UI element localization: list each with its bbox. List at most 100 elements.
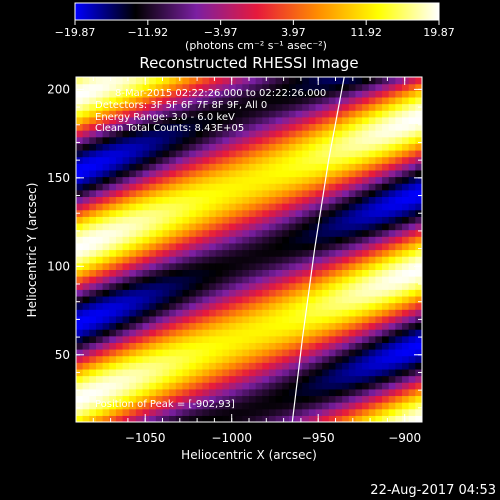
heatmap-cell [395, 156, 403, 164]
heatmap-cell [415, 355, 422, 363]
heatmap-cell [189, 269, 197, 277]
heatmap-cell [315, 408, 323, 416]
heatmap-cell [209, 196, 217, 204]
heatmap-cell [89, 176, 97, 184]
heatmap-cell [182, 282, 190, 290]
heatmap-cell [408, 249, 416, 257]
heatmap-cell [115, 189, 124, 198]
heatmap-cell [162, 130, 170, 138]
heatmap-cell [262, 249, 270, 257]
heatmap-cell [202, 302, 210, 310]
heatmap-cell [308, 249, 317, 257]
heatmap-cell [215, 395, 223, 403]
heatmap-cell [95, 116, 104, 125]
heatmap-cell [375, 189, 383, 198]
heatmap-cell [395, 83, 403, 91]
heatmap-cell [402, 349, 410, 357]
heatmap-cell [189, 382, 197, 390]
heatmap-cell [89, 136, 97, 144]
heatmap-cell [115, 335, 124, 343]
heatmap-cell [235, 83, 243, 91]
heatmap-cell [295, 136, 303, 144]
heatmap-cell [229, 130, 237, 138]
heatmap-cell [288, 156, 297, 164]
heatmap-cell [402, 249, 410, 257]
heatmap-cell [242, 236, 250, 244]
heatmap-cell [275, 136, 283, 144]
heatmap-cell [195, 209, 204, 217]
heatmap-cell [229, 209, 237, 217]
heatmap-cell [122, 322, 130, 330]
heatmap-cell [395, 136, 403, 144]
heatmap-cell [82, 90, 90, 98]
heatmap-cell [222, 276, 230, 284]
heatmap-cell [315, 269, 323, 277]
heatmap-cell [189, 282, 197, 290]
heatmap-cell [175, 209, 184, 217]
heatmap-cell [89, 236, 97, 244]
heatmap-cell [315, 402, 323, 410]
heatmap-cell [322, 242, 330, 251]
heatmap-cell [235, 295, 243, 304]
heatmap-cell [328, 229, 337, 237]
heatmap-cell [89, 116, 97, 125]
heatmap-cell [109, 362, 117, 370]
heatmap-cell [82, 262, 90, 270]
heatmap-cell [335, 163, 343, 171]
heatmap-cell [102, 156, 110, 164]
heatmap-cell [395, 322, 403, 330]
heatmap-cell [162, 402, 170, 410]
heatmap-cell [262, 183, 270, 191]
heatmap-cell [89, 183, 97, 191]
heatmap-cell [262, 149, 270, 158]
heatmap-cell [229, 402, 237, 410]
heatmap-cell [189, 136, 197, 144]
heatmap-cell [82, 342, 90, 350]
heatmap-cell [169, 136, 177, 144]
heatmap-cell [89, 375, 97, 383]
heatmap-cell [122, 382, 130, 390]
heatmap-cell [282, 163, 290, 171]
heatmap-cell [155, 149, 164, 158]
heatmap-cell [209, 289, 217, 297]
heatmap-cell [189, 77, 197, 85]
heatmap-cell [282, 362, 290, 370]
heatmap-cell [195, 402, 204, 410]
heatmap-cell [368, 77, 377, 85]
heatmap-cell [288, 256, 297, 264]
heatmap-cell [402, 382, 410, 390]
heatmap-cell [95, 216, 104, 224]
heatmap-cell [249, 236, 257, 244]
heatmap-cell [235, 249, 243, 257]
heatmap-cell [322, 209, 330, 217]
heatmap-cell [268, 209, 277, 217]
heatmap-cell [242, 269, 250, 277]
heatmap-cell [222, 249, 230, 257]
heatmap-cell [89, 143, 97, 151]
heatmap-cell [235, 382, 243, 390]
heatmap-cell [348, 110, 357, 118]
heatmap-cell [209, 309, 217, 317]
heatmap-cell [408, 269, 416, 277]
heatmap-cell [182, 103, 190, 111]
heatmap-cell [129, 335, 137, 343]
heatmap-cell [215, 196, 223, 204]
heatmap-cell [288, 289, 297, 297]
heatmap-cell [76, 289, 84, 297]
heatmap-cell [195, 329, 204, 337]
heatmap-cell [255, 236, 263, 244]
heatmap-cell [375, 216, 383, 224]
heatmap-cell [368, 156, 377, 164]
heatmap-cell [335, 123, 343, 131]
heatmap-cell [328, 395, 337, 403]
heatmap-cell [268, 375, 277, 383]
heatmap-cell [189, 256, 197, 264]
heatmap-cell [295, 249, 303, 257]
heatmap-cell [76, 302, 84, 310]
heatmap-cell [268, 229, 277, 237]
heatmap-cell [222, 375, 230, 383]
heatmap-cell [348, 196, 357, 204]
heatmap-cell [162, 315, 170, 324]
heatmap-cell [368, 149, 377, 158]
heatmap-cell [155, 236, 164, 244]
